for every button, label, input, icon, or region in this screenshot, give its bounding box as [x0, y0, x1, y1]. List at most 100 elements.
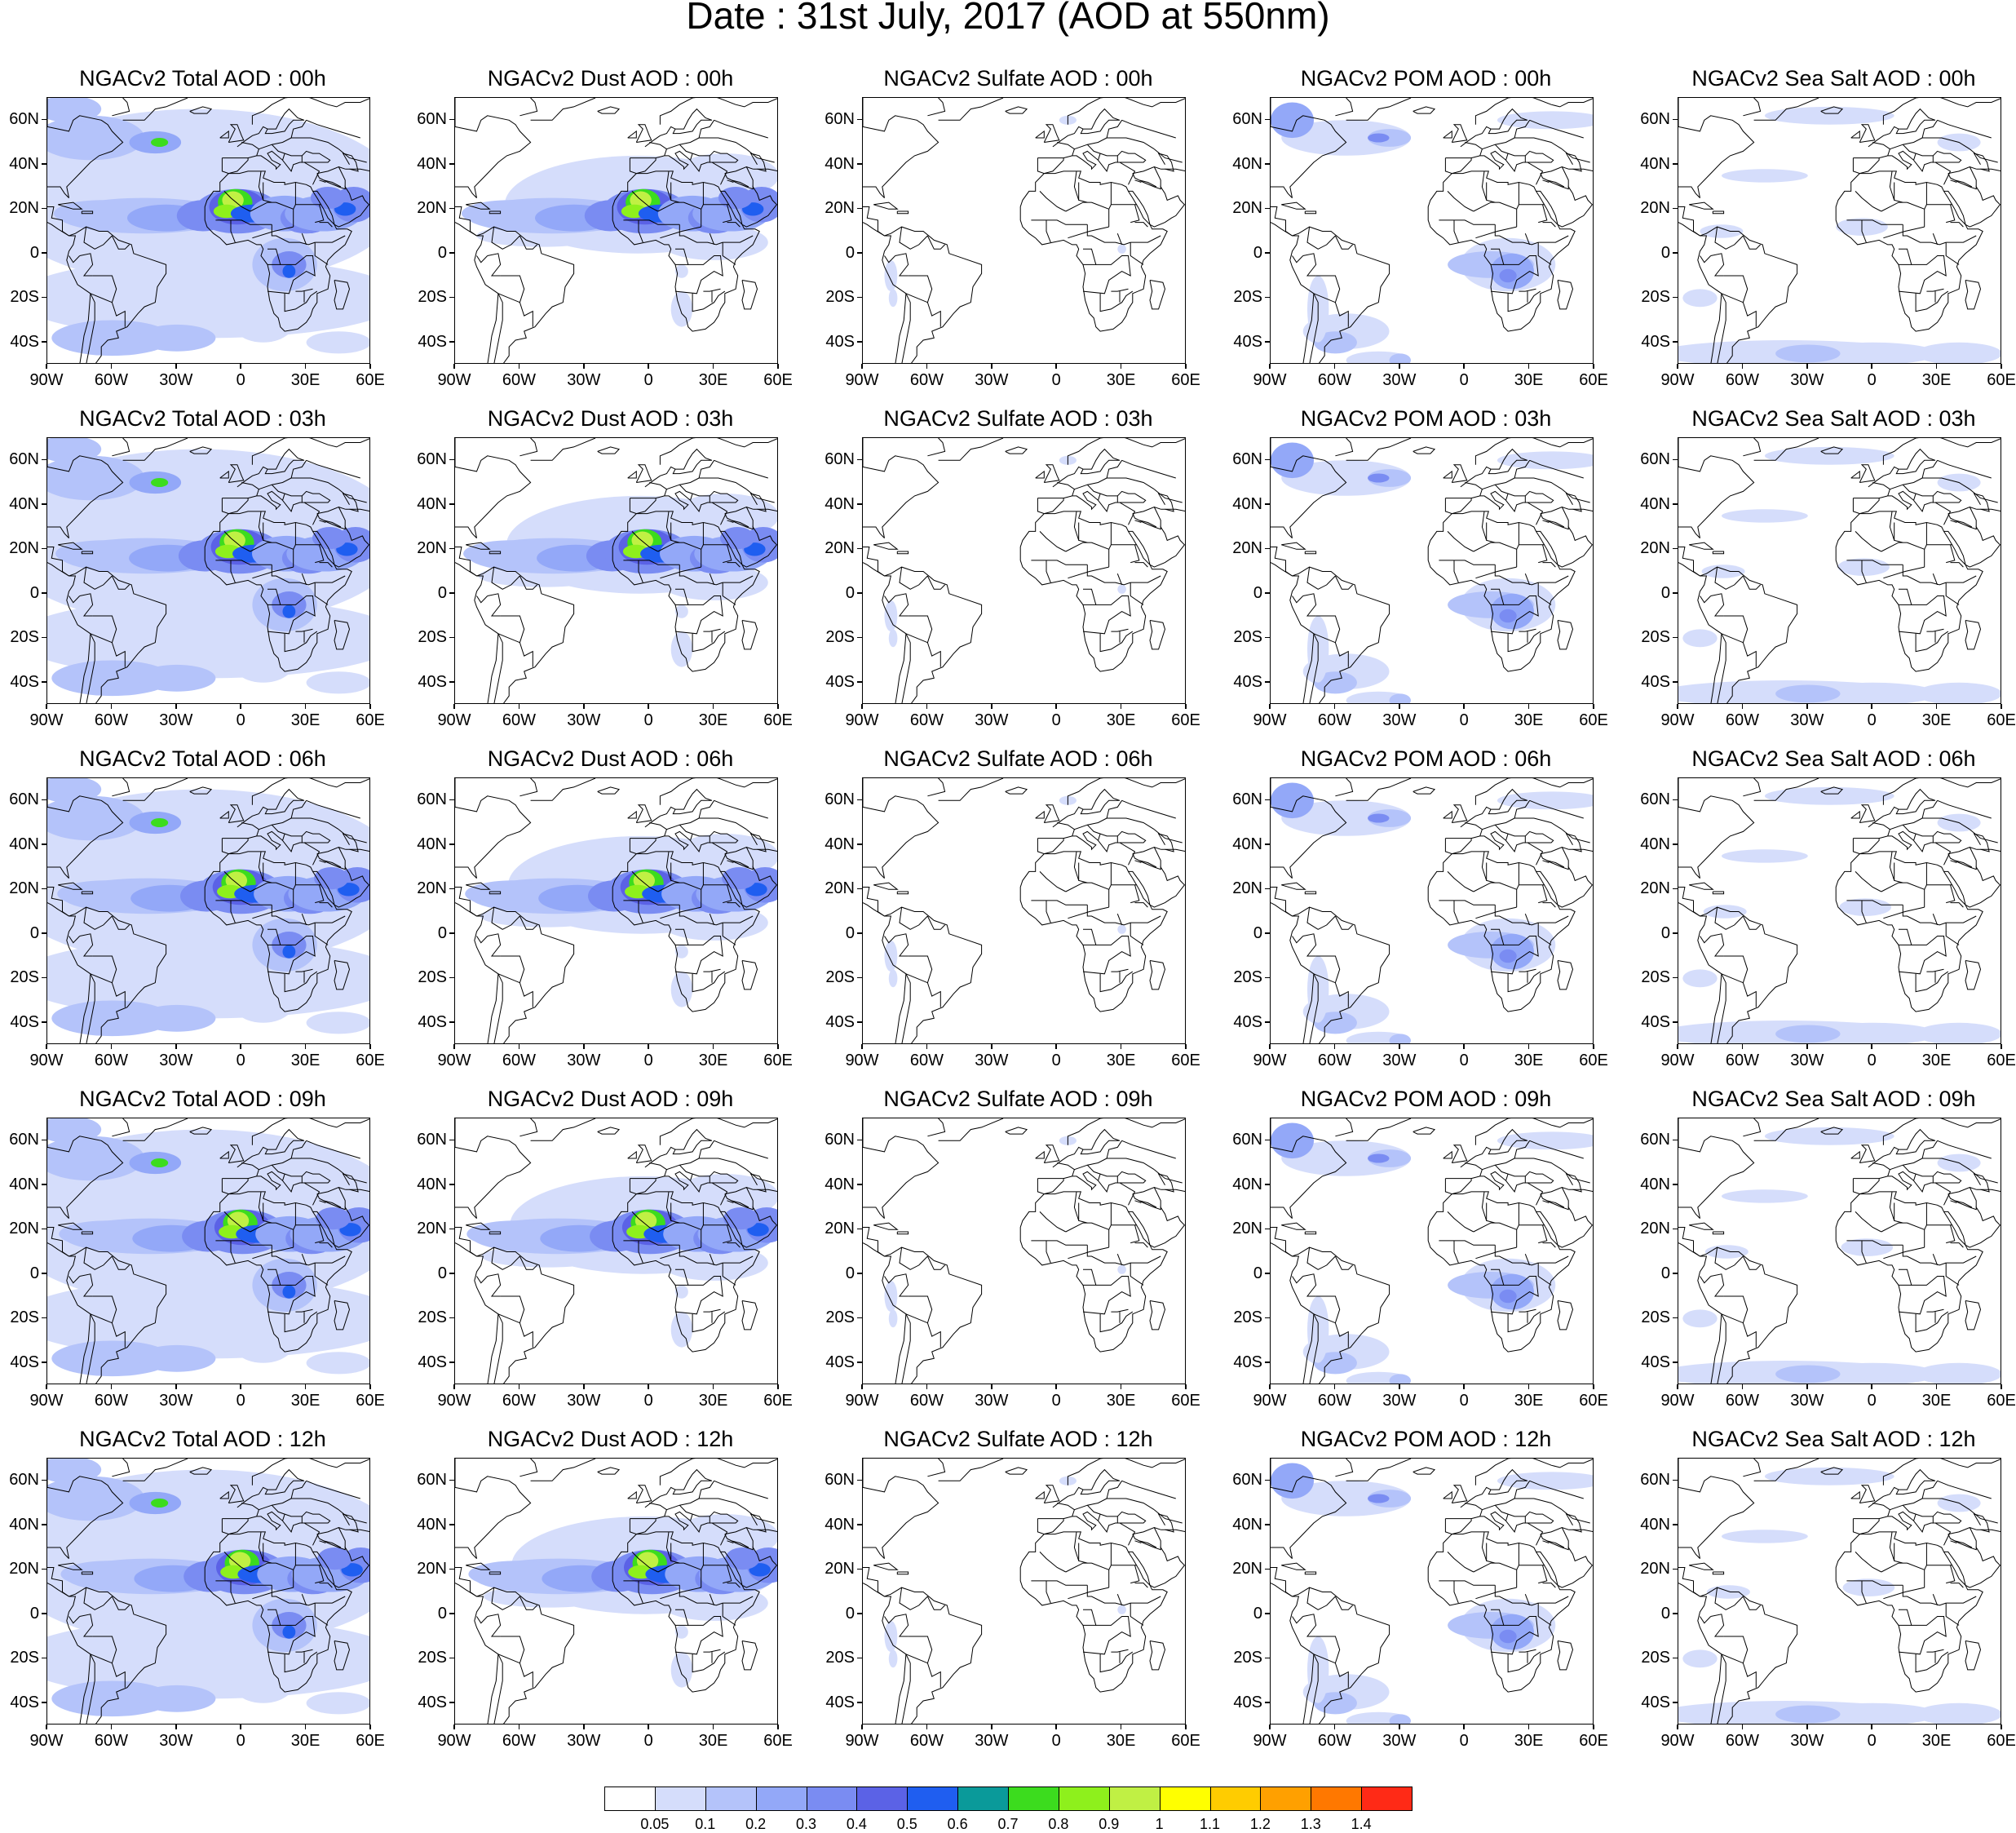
map-outline: [230, 560, 236, 583]
map-outline: [1926, 288, 1944, 292]
map-outline: [1346, 778, 1412, 801]
map-outline: [1915, 1311, 1949, 1333]
map-outline: [315, 1255, 346, 1264]
map-outline: [1473, 201, 1500, 212]
map-outline: [863, 1459, 939, 1559]
latitude-tick-label: 20N: [9, 199, 39, 218]
map-panel-dust-12h: NGACv2 Dust AOD : 12h 60N 40N 20N 0 20S 40S 90W…: [408, 1426, 813, 1765]
longitude-tick-label: 30W: [1382, 1052, 1417, 1069]
latitude-tick: [42, 1657, 46, 1658]
longitude-tick: [1269, 364, 1271, 369]
aod-contour: [47, 438, 102, 463]
map-outline: [1281, 1562, 1306, 1570]
map-outline: [1306, 227, 1336, 250]
map-outline: [487, 253, 502, 277]
map-outline: [1898, 255, 1947, 294]
map-outline: [252, 1246, 294, 1260]
panel-title: NGACv2 Sulfate AOD : 12h: [883, 1427, 1153, 1451]
map-outline: [1969, 148, 1998, 163]
longitude-tick: [861, 1725, 863, 1729]
map-outline: [745, 1187, 754, 1207]
map-outline: [1098, 1513, 1101, 1521]
map-outline: [1271, 1547, 1293, 1559]
map-outline: [319, 860, 326, 863]
map-outline: [709, 1511, 739, 1524]
latitude-tick-label: 40S: [825, 1693, 855, 1711]
map-outline: [221, 1178, 249, 1195]
map-outline: [47, 98, 124, 198]
latitude-tick-label: 0: [845, 1264, 855, 1282]
map-outline: [476, 1616, 489, 1624]
map-outline: [1082, 596, 1131, 635]
map-outline: [267, 928, 281, 945]
latitude-tick-label: 40S: [1641, 332, 1670, 351]
aod-contour: [670, 1514, 777, 1559]
map-outline: [1499, 1222, 1518, 1248]
latitude-tick: [1673, 1139, 1678, 1140]
map-outline: [1086, 1164, 1118, 1177]
latitude-tick: [42, 458, 46, 460]
latitude-tick: [1673, 1613, 1678, 1614]
map-outline: [519, 575, 537, 590]
longitude-tick: [926, 1725, 928, 1729]
map-outline: [258, 851, 264, 881]
map-outline: [679, 1245, 723, 1266]
map-outline: [1439, 1240, 1496, 1246]
latitude-tick-label: 40S: [1233, 672, 1262, 691]
aod-contour: [718, 187, 754, 210]
map-outline: [252, 226, 294, 239]
map-panel-seasalt-09h: NGACv2 Sea Salt AOD : 09h 60N 40N 20N 0 20S 40…: [1631, 1086, 2016, 1425]
map-outline: [1304, 1231, 1317, 1235]
map-outline: [1507, 1651, 1541, 1673]
longitude-tick-label: 30W: [159, 371, 193, 389]
map-outline: [727, 520, 734, 523]
longitude-tick: [1527, 1725, 1530, 1729]
map-outline: [1536, 173, 1593, 228]
colorbar-label: 0.4: [846, 1816, 867, 1832]
map-canvas: [1678, 1459, 2001, 1724]
longitude-tick: [175, 1725, 177, 1729]
latitude-tick-label: 40S: [825, 672, 855, 691]
map-outline: [1086, 824, 1118, 837]
map-outline: [665, 1531, 672, 1561]
latitude-tick-label: 40S: [825, 332, 855, 351]
map-outline: [1481, 1531, 1488, 1561]
latitude-tick: [857, 1361, 862, 1363]
map-outline: [1494, 224, 1539, 246]
coastlines: [1678, 98, 2001, 363]
longitude-tick: [1055, 364, 1057, 369]
aod-contour: [670, 834, 777, 879]
aod-contour: [1682, 1649, 1718, 1668]
aod-contour: [1682, 629, 1718, 648]
map-outline: [1065, 542, 1092, 552]
map-outline: [863, 98, 939, 198]
map-outline: [1678, 562, 1722, 703]
latitude-tick: [1673, 1021, 1678, 1023]
map-canvas: [455, 1459, 777, 1724]
map-outline: [905, 973, 941, 1007]
longitude-tick-label: 90W: [1660, 1392, 1695, 1410]
longitude-tick-label: 30W: [1382, 371, 1417, 389]
map-outline: [1898, 936, 1947, 975]
longitude-tick: [1185, 364, 1187, 369]
map-outline: [271, 1585, 316, 1606]
map-outline: [69, 1276, 81, 1284]
map-outline: [629, 498, 657, 515]
map-outline: [1444, 157, 1472, 175]
longitude-tick-label: 0: [1459, 1392, 1469, 1410]
map-outline: [638, 900, 643, 923]
map-outline: [699, 1498, 747, 1511]
map-outline: [1976, 848, 2001, 852]
map-outline: [1306, 1587, 1336, 1610]
latitude-tick-label: 40N: [9, 1175, 39, 1193]
longitude-tick-label: 30E: [1106, 711, 1136, 729]
map-outline: [1473, 1562, 1500, 1573]
map-outline: [1973, 493, 1990, 512]
map-outline: [1161, 1529, 1185, 1533]
map-outline: [1878, 490, 1952, 525]
map-outline: [1546, 860, 1565, 868]
map-outline: [1057, 1162, 1075, 1177]
map-outline: [631, 871, 659, 892]
aod-contour: [888, 1309, 898, 1328]
longitude-tick-label: 30E: [1514, 711, 1544, 729]
